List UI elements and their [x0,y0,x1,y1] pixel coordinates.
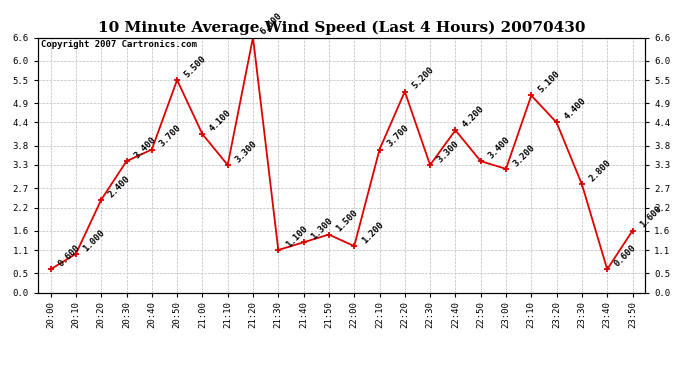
Text: 1.200: 1.200 [359,220,385,245]
Text: 4.400: 4.400 [562,96,587,122]
Text: Copyright 2007 Cartronics.com: Copyright 2007 Cartronics.com [41,40,197,49]
Text: 1.100: 1.100 [284,224,309,249]
Text: 2.400: 2.400 [107,174,132,199]
Text: 0.600: 0.600 [56,243,81,268]
Text: 2.800: 2.800 [587,158,613,183]
Text: 3.400: 3.400 [132,135,157,160]
Text: 4.200: 4.200 [461,104,486,129]
Text: 1.000: 1.000 [81,228,107,253]
Text: 5.500: 5.500 [183,54,208,79]
Text: 5.200: 5.200 [411,66,435,91]
Text: 6.600: 6.600 [259,11,284,37]
Text: 5.100: 5.100 [537,69,562,94]
Text: 3.300: 3.300 [233,139,259,164]
Text: 3.200: 3.200 [511,143,537,168]
Text: 1.500: 1.500 [335,209,359,234]
Text: 3.300: 3.300 [435,139,461,164]
Title: 10 Minute Average Wind Speed (Last 4 Hours) 20070430: 10 Minute Average Wind Speed (Last 4 Hou… [98,21,585,35]
Text: 1.600: 1.600 [638,204,663,230]
Text: 0.600: 0.600 [613,243,638,268]
Text: 3.700: 3.700 [157,123,183,149]
Text: 3.400: 3.400 [486,135,511,160]
Text: 1.300: 1.300 [309,216,335,242]
Text: 4.100: 4.100 [208,108,233,134]
Text: 3.700: 3.700 [385,123,411,149]
